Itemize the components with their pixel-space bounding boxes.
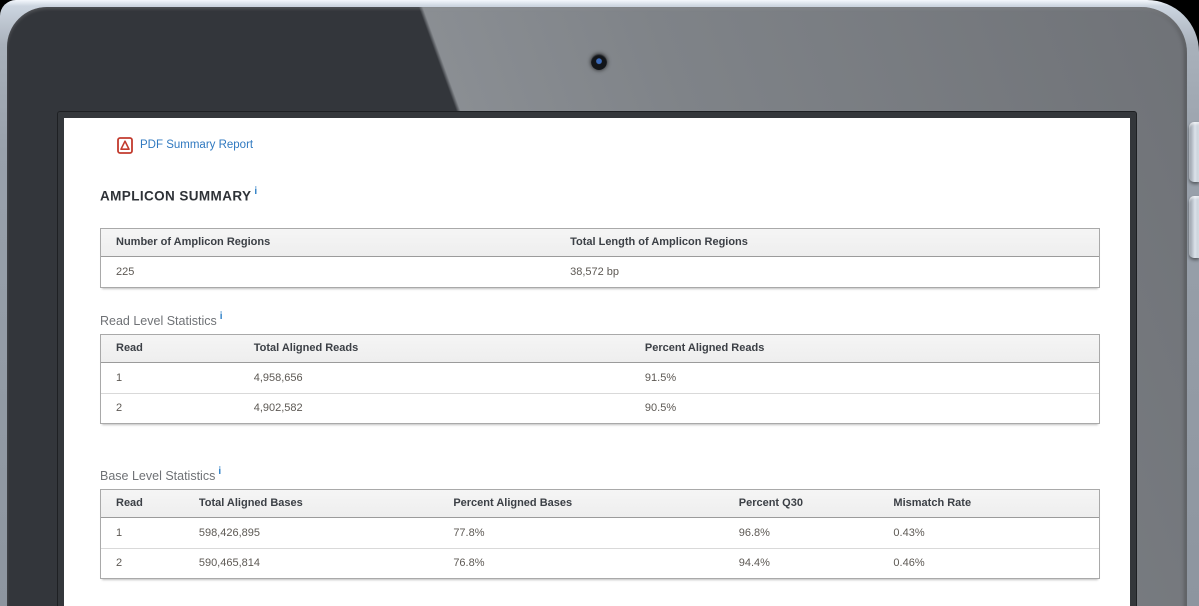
column-header: Percent Aligned Bases xyxy=(438,489,724,518)
table-row: 2 590,465,814 76.8% 94.4% 0.46% xyxy=(101,547,1099,578)
front-camera-icon xyxy=(591,54,607,70)
column-header: Percent Aligned Reads xyxy=(629,334,1099,363)
cell: 4,958,656 xyxy=(253,371,303,384)
cell: 2 xyxy=(101,392,239,423)
tablet-screen: PDF Summary Report AMPLICON SUMMARY i Num… xyxy=(58,112,1136,606)
header-row: Read Total Aligned Reads Percent Aligned R… xyxy=(101,334,1099,363)
base-level-statistics-table: Read Total Aligned Bases Percent Aligned B… xyxy=(100,488,1100,579)
base-level-statistics-label: Base Level Statistics i xyxy=(100,465,1100,483)
table-row: 225 38,572 bp xyxy=(101,257,1099,287)
amplicon-summary-table: Number of Amplicon Regions Total Length o… xyxy=(100,227,1100,288)
read-level-statistics-label: Read Level Statistics i xyxy=(100,310,1100,328)
column-header: Number of Amplicon Regions xyxy=(101,228,556,257)
page-title: AMPLICON SUMMARY i xyxy=(100,186,1100,204)
info-icon-amplicon-summary[interactable]: i xyxy=(254,186,258,197)
cell: 225 xyxy=(116,265,135,278)
cell: 90.5% xyxy=(629,392,1099,423)
cell: 0.43% xyxy=(893,526,925,539)
column-header: Total Length of Amplicon Regions xyxy=(555,228,1099,257)
read-level-statistics-table: Read Total Aligned Reads Percent Aligned R… xyxy=(100,333,1100,424)
volume-up-button xyxy=(1189,122,1199,182)
info-icon-base-level[interactable]: i xyxy=(218,465,222,477)
cell: 598,426,895 xyxy=(198,526,260,539)
header-row: Number of Amplicon Regions Total Length o… xyxy=(101,228,1099,257)
pdf-icon xyxy=(117,136,133,154)
info-icon-read-level[interactable]: i xyxy=(219,310,223,322)
table-row: 1 598,426,895 77.8% 96.8% 0.43% xyxy=(101,518,1099,548)
table-row: 1 4,958,656 91.5% xyxy=(101,363,1099,393)
cell: 2 xyxy=(101,547,184,578)
header-row: Read Total Aligned Bases Percent Aligned B… xyxy=(101,489,1099,518)
column-header: Read xyxy=(101,489,184,518)
column-header: Total Aligned Bases xyxy=(183,489,439,518)
column-header: Read xyxy=(101,334,239,363)
cell: 76.8% xyxy=(438,547,724,578)
base-level-statistics-text: Base Level Statistics xyxy=(100,468,216,483)
report-page: PDF Summary Report AMPLICON SUMMARY i Num… xyxy=(64,118,1130,579)
cell: 1 xyxy=(116,371,123,384)
read-level-statistics-text: Read Level Statistics xyxy=(100,313,217,328)
page-title-text: AMPLICON SUMMARY xyxy=(100,188,252,204)
volume-down-button xyxy=(1189,196,1199,258)
table-row: 2 4,902,582 90.5% xyxy=(101,392,1099,423)
cell: 1 xyxy=(116,526,123,539)
cell: 590,465,814 xyxy=(183,547,439,578)
column-header: Percent Q30 xyxy=(723,489,879,518)
column-header: Total Aligned Reads xyxy=(238,334,630,363)
cell: 96.8% xyxy=(738,526,770,539)
cell: 4,902,582 xyxy=(238,392,630,423)
cell: 91.5% xyxy=(644,371,677,384)
pdf-summary-report-link[interactable]: PDF Summary Report xyxy=(117,136,1100,154)
cell: 38,572 bp xyxy=(570,265,620,278)
column-header: Mismatch Rate xyxy=(878,489,1099,518)
cell: 77.8% xyxy=(453,526,485,539)
pdf-link-label: PDF Summary Report xyxy=(140,139,254,151)
cell: 94.4% xyxy=(723,547,879,578)
cell: 0.46% xyxy=(878,547,1099,578)
